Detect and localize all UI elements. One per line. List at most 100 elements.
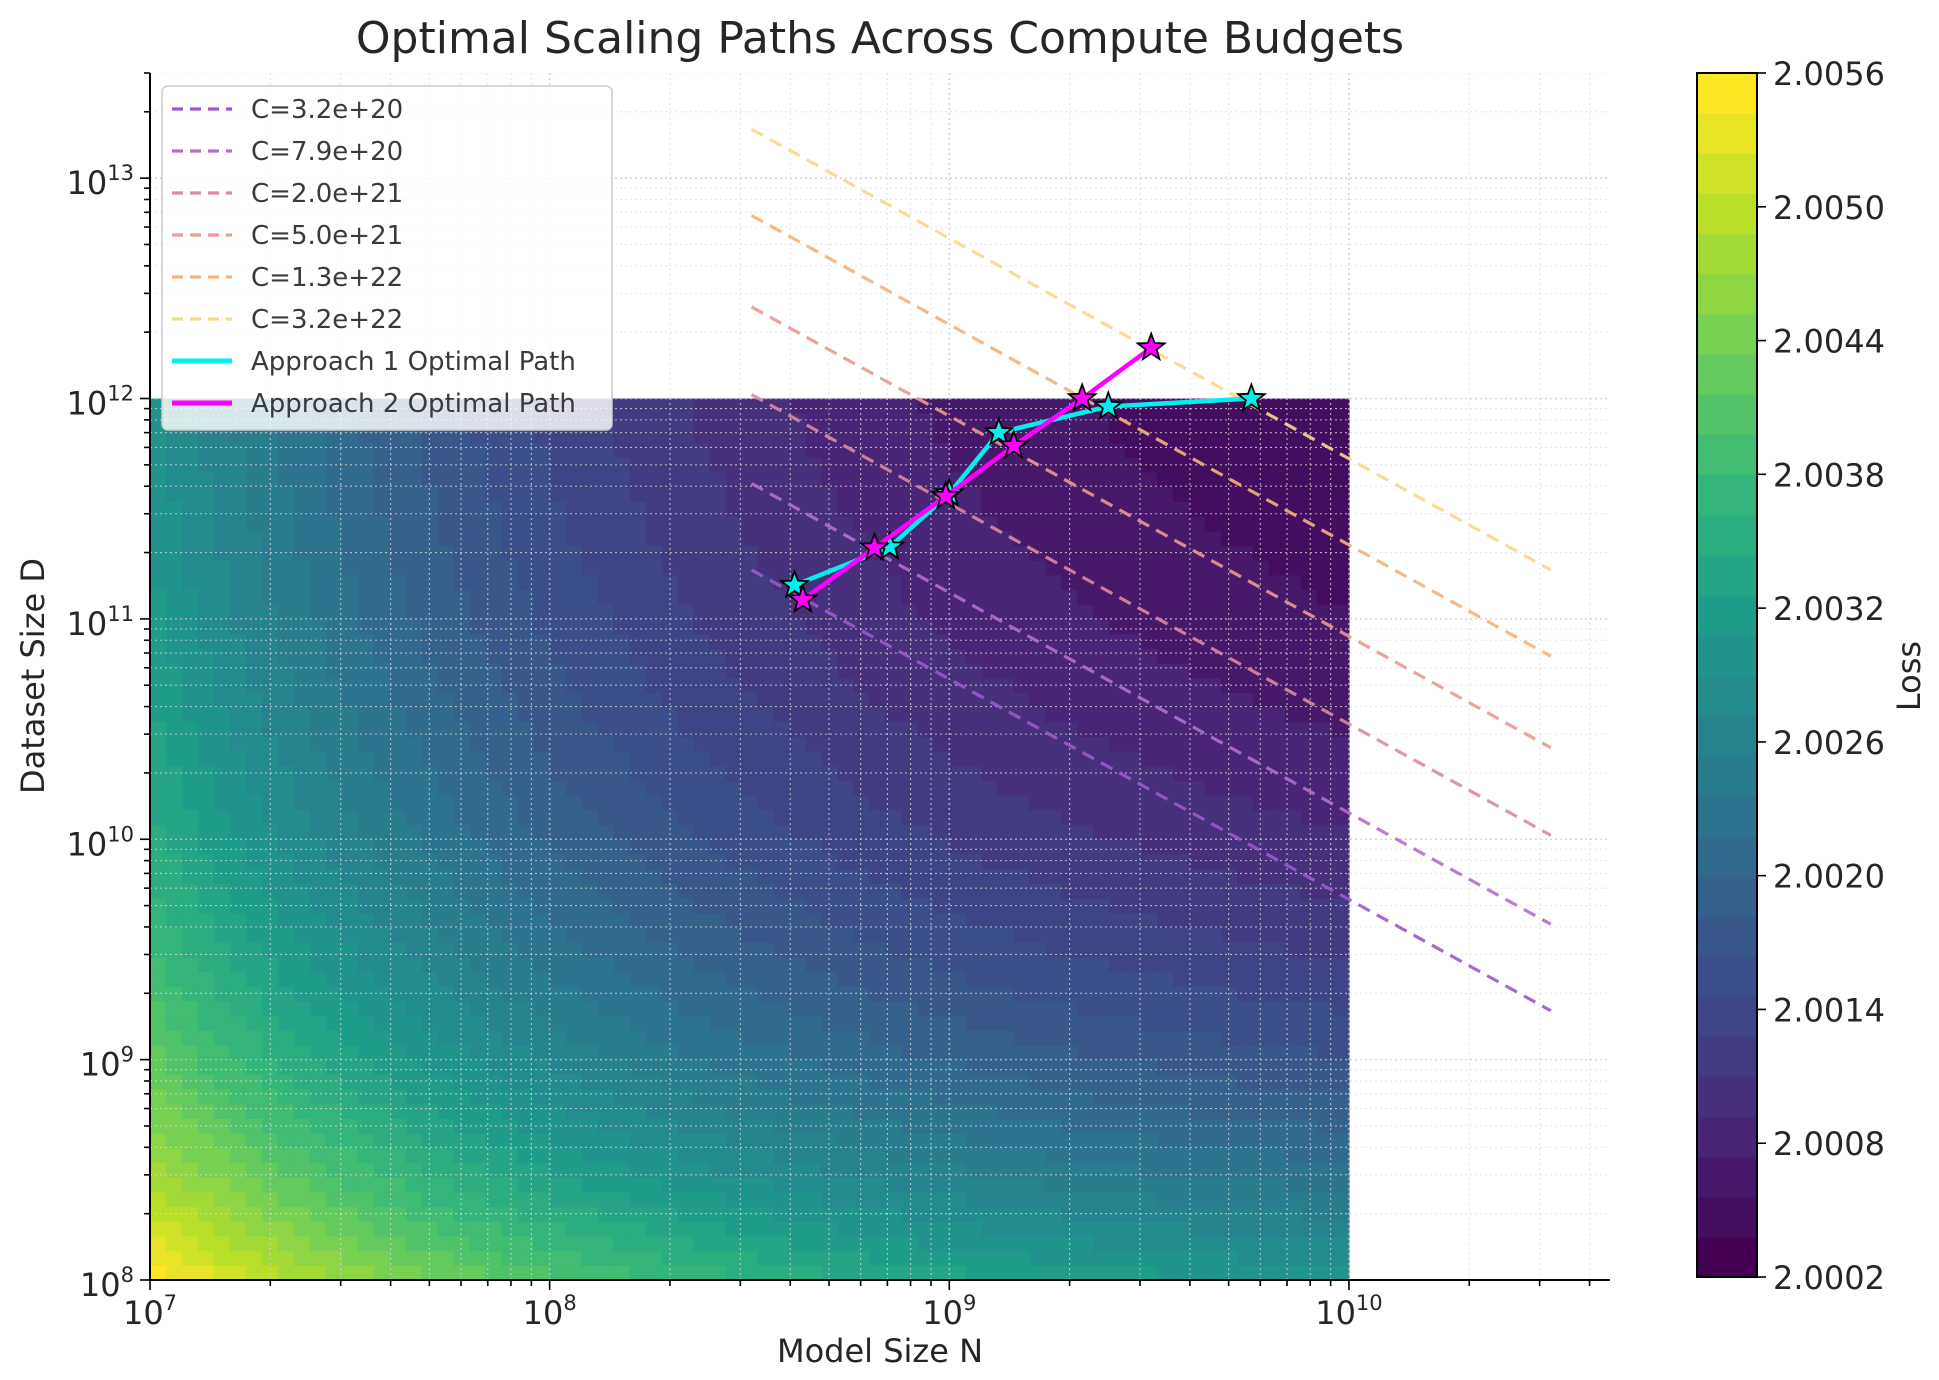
heatmap-cell (485, 1206, 503, 1222)
heatmap-cell (181, 516, 199, 532)
heatmap-cell (581, 780, 599, 796)
legend-label: C=3.2e+20 (251, 95, 403, 125)
heatmap-cell (181, 1191, 199, 1208)
heatmap-cell (1221, 839, 1238, 855)
heatmap-cell (1269, 1089, 1286, 1105)
heatmap-cell (1013, 780, 1030, 796)
heatmap-cell (837, 971, 854, 987)
heatmap-cell (1205, 883, 1222, 899)
heatmap-cell (1125, 574, 1142, 591)
heatmap-cell (821, 942, 838, 958)
heatmap-cell (677, 1000, 695, 1017)
heatmap-cell (1157, 560, 1174, 576)
heatmap-cell (805, 442, 823, 458)
heatmap-cell (405, 618, 423, 635)
heatmap-cell (1316, 1000, 1334, 1017)
heatmap-cell (757, 1250, 775, 1266)
heatmap-cell (757, 912, 775, 928)
heatmap-cell (565, 1074, 583, 1090)
heatmap-cell (1189, 1118, 1206, 1134)
heatmap-cell (661, 1162, 679, 1178)
heatmap-cell (949, 1059, 966, 1075)
heatmap-cell (885, 942, 902, 958)
heatmap-cell (1013, 501, 1030, 517)
heatmap-cell (1029, 648, 1046, 664)
heatmap-cell (533, 501, 551, 517)
heatmap-cell (1141, 574, 1158, 591)
heatmap-cell (1269, 1265, 1286, 1280)
heatmap-cell (469, 1074, 487, 1090)
heatmap-cell (245, 427, 263, 444)
heatmap-cell (1125, 868, 1142, 884)
heatmap-cell (677, 1162, 695, 1178)
heatmap-cell (1300, 707, 1318, 723)
heatmap-cell (805, 1162, 823, 1178)
heatmap-cell (1269, 986, 1286, 1002)
heatmap-cell (981, 1177, 998, 1193)
heatmap-cell (1061, 868, 1078, 884)
heatmap-cell (213, 956, 231, 973)
heatmap-cell (453, 1103, 471, 1119)
heatmap-cell (325, 1265, 343, 1280)
heatmap-cell (597, 1015, 615, 1031)
heatmap-cell (181, 868, 199, 884)
heatmap-cell (357, 721, 375, 738)
heatmap-cell (165, 883, 183, 899)
heatmap-cell (245, 853, 263, 870)
heatmap-cell (213, 853, 231, 870)
heatmap-cell (789, 530, 807, 547)
heatmap-cell (965, 1265, 982, 1280)
heatmap-cell (1045, 501, 1062, 517)
heatmap-cell (1269, 1221, 1286, 1237)
heatmap-cell (325, 883, 343, 899)
heatmap-cell (853, 1147, 870, 1164)
heatmap-cell (405, 868, 423, 884)
heatmap-cell (1285, 1015, 1302, 1031)
heatmap-cell (357, 574, 375, 591)
heatmap-cell (661, 1147, 679, 1164)
heatmap-cell (1157, 853, 1174, 870)
heatmap-cell (1093, 956, 1110, 973)
heatmap-cell (1093, 1000, 1110, 1017)
heatmap-cell (150, 1177, 167, 1193)
heatmap-cell (789, 1074, 807, 1090)
heatmap-cell (981, 942, 998, 958)
heatmap-cell (789, 839, 807, 855)
heatmap-cell (389, 765, 407, 782)
heatmap-cell (197, 707, 215, 723)
heatmap-cell (373, 736, 391, 752)
heatmap-cell (1269, 942, 1286, 958)
heatmap-cell (613, 471, 631, 488)
heatmap-cell (229, 1103, 247, 1119)
colorbar-band (1697, 955, 1757, 997)
heatmap-cell (661, 898, 679, 914)
heatmap-cell (309, 501, 327, 517)
heatmap-cell (309, 442, 327, 458)
heatmap-cell (1189, 471, 1206, 488)
heatmap-cell (549, 662, 567, 679)
heatmap-cell (1300, 824, 1318, 840)
heatmap-cell (293, 677, 311, 693)
heatmap-cell (965, 1118, 982, 1134)
heatmap-cell (1205, 516, 1222, 532)
heatmap-cell (1157, 604, 1174, 620)
heatmap-cell (629, 633, 647, 649)
heatmap-cell (885, 1044, 902, 1061)
heatmap-cell (277, 1059, 295, 1075)
heatmap-cell (1173, 824, 1190, 840)
heatmap-cell (181, 956, 199, 973)
heatmap-cell (677, 839, 695, 855)
heatmap-cell (981, 1059, 998, 1075)
heatmap-cell (485, 1265, 503, 1280)
heatmap-cell (549, 1059, 567, 1075)
heatmap-cell (325, 1015, 343, 1031)
heatmap-cell (150, 1133, 167, 1149)
heatmap-cell (165, 604, 183, 620)
heatmap-cell (373, 721, 391, 738)
heatmap-cell (1173, 1089, 1190, 1105)
heatmap-cell (437, 427, 455, 444)
heatmap-cell (245, 1103, 263, 1119)
heatmap-cell (501, 1250, 519, 1266)
heatmap-cell (789, 1162, 807, 1178)
heatmap-cell (677, 1089, 695, 1105)
